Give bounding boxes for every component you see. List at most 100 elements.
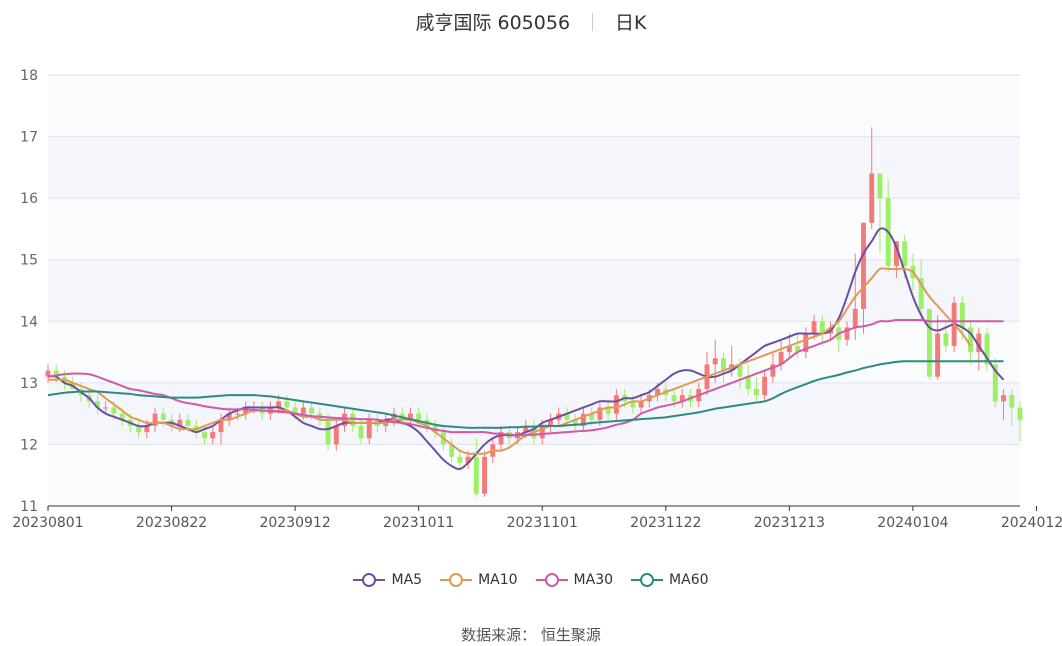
candle-body [292, 407, 298, 414]
candle-body [358, 425, 364, 439]
candle-body [111, 407, 117, 414]
candle-body [325, 419, 331, 445]
candle [819, 315, 825, 346]
chart-title: 咸亨国际 605056 日K [0, 8, 1062, 35]
candle-body [737, 364, 743, 377]
y-tick-label: 12 [20, 437, 38, 453]
legend-label: MA60 [669, 572, 709, 588]
candle [350, 407, 356, 433]
candle [679, 389, 685, 408]
candle-body [276, 401, 282, 408]
source-name: 恒生聚源 [540, 626, 601, 644]
candle [753, 376, 759, 402]
y-tick-label: 18 [20, 68, 38, 84]
candle-body [959, 302, 965, 328]
legend-item-ma10[interactable]: MA10 [440, 572, 518, 588]
candle-body [218, 419, 224, 433]
x-tick-label: 20231213 [754, 515, 825, 531]
legend-marker-icon [535, 573, 568, 587]
candle-body [473, 456, 479, 494]
candle-body [844, 327, 850, 340]
candle-body [861, 222, 866, 309]
y-tick-label: 16 [20, 191, 38, 207]
candle-body [457, 456, 463, 463]
candle-body [605, 407, 611, 414]
candle-body [572, 419, 578, 426]
y-tick-label: 13 [20, 376, 38, 392]
candle-body [984, 333, 990, 365]
title-divider [592, 13, 594, 31]
candle-body [416, 413, 422, 420]
legend-marker-dot [640, 573, 655, 587]
candle [580, 407, 586, 433]
candle-body [144, 425, 150, 433]
legend-item-ma30[interactable]: MA30 [535, 572, 614, 588]
y-tick-label: 14 [20, 314, 38, 330]
candle-body [597, 407, 603, 420]
period-label: 日K [615, 12, 647, 34]
candle [712, 339, 718, 383]
y-tick-label: 17 [20, 130, 38, 146]
candle-body [498, 432, 504, 445]
x-tick-label: 20231122 [630, 515, 701, 531]
candle-body [679, 395, 685, 402]
candle [572, 413, 578, 433]
candle-body [449, 444, 455, 457]
candle-body [243, 407, 249, 414]
grid-band [48, 75, 1020, 137]
candle-body [918, 278, 924, 309]
x-tick-label: 20230822 [136, 515, 207, 531]
y-tick-label: 11 [20, 499, 38, 515]
candle [926, 308, 932, 380]
candle-body [1009, 395, 1015, 408]
candle-body [235, 413, 240, 415]
candle [358, 419, 364, 445]
candle [992, 358, 998, 408]
candle-body [753, 389, 759, 396]
candle [613, 389, 619, 420]
grid-band [48, 321, 1020, 383]
candle-body [226, 413, 232, 420]
grid-band [48, 444, 1020, 506]
candle-body [976, 333, 982, 353]
candle-body [671, 395, 677, 402]
candle [243, 401, 249, 420]
candle-body [152, 413, 158, 426]
candle-body [852, 308, 858, 328]
candle [407, 407, 413, 426]
candle-body [548, 419, 553, 426]
candle [861, 222, 866, 334]
candle [721, 352, 726, 383]
x-tick-label: 20230912 [259, 515, 330, 531]
candle-body [869, 173, 875, 223]
candle-body [712, 358, 718, 365]
legend-label: MA30 [573, 572, 614, 588]
candle-body [762, 376, 768, 396]
candle-body [935, 333, 941, 377]
candle [877, 173, 883, 254]
legend-item-ma60[interactable]: MA60 [631, 572, 709, 588]
candle [1001, 389, 1006, 420]
candle [136, 419, 142, 439]
candle [457, 450, 463, 470]
candle [473, 438, 479, 497]
x-tick-label: 20240124 [1001, 515, 1062, 531]
y-axis: 11 12 13 14 15 16 17 18 [20, 68, 38, 515]
candle [1009, 389, 1015, 426]
x-tick-label: 20231101 [507, 515, 578, 531]
candle-body [819, 321, 825, 334]
candle-body [94, 401, 100, 408]
candle-body [523, 425, 529, 433]
candle [803, 327, 809, 359]
candle-body [795, 345, 801, 353]
x-tick-label: 20231011 [383, 515, 454, 531]
candle [984, 327, 990, 371]
candle [226, 407, 232, 426]
candle-body [160, 413, 166, 420]
candle-body [366, 419, 372, 439]
candle-body [992, 364, 998, 402]
candle-body [877, 173, 883, 199]
legend-marker-icon [353, 573, 386, 587]
candle-body [630, 401, 636, 408]
legend-item-ma5[interactable]: MA5 [353, 572, 422, 588]
